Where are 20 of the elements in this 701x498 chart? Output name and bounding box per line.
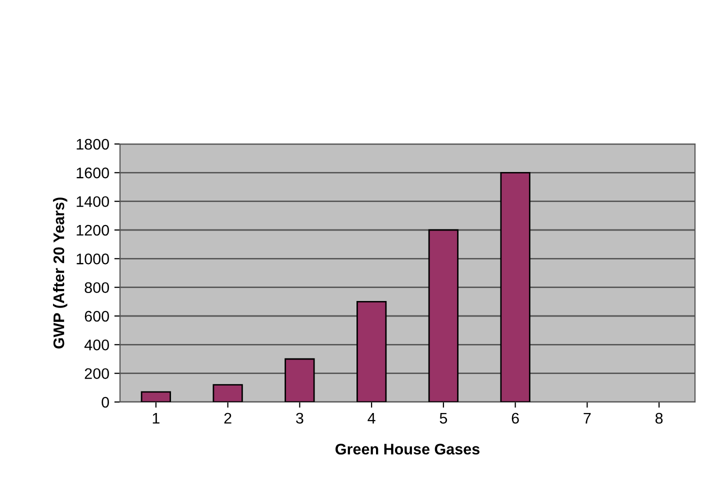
y-axis-title: GWP (After 20 Years) (53, 198, 68, 349)
y-tick-label: 600 (84, 310, 109, 322)
x-tick-label: 5 (440, 412, 448, 424)
x-tick-label: 1 (152, 412, 160, 424)
y-tick-label: 0 (102, 396, 109, 408)
y-tick-label: 1600 (76, 168, 109, 178)
x-tick-label: 3 (296, 412, 304, 424)
x-tick-label: 2 (224, 412, 232, 424)
x-tick-label: 4 (368, 412, 376, 424)
y-tick-label: 1400 (76, 196, 109, 208)
y-tick-label: 1200 (76, 224, 109, 236)
y-tick-label: 800 (84, 282, 109, 294)
x-tick-label: 8 (655, 412, 663, 424)
x-tick-label: 7 (584, 412, 591, 424)
y-tick-label: 200 (84, 368, 109, 380)
x-axis-title: Green House Gases (336, 444, 480, 455)
x-tick-label: 6 (512, 412, 519, 424)
y-tick-label: 1800 (76, 138, 109, 150)
y-tick-label: 400 (84, 340, 109, 350)
y-tick-label: 1000 (76, 254, 109, 264)
